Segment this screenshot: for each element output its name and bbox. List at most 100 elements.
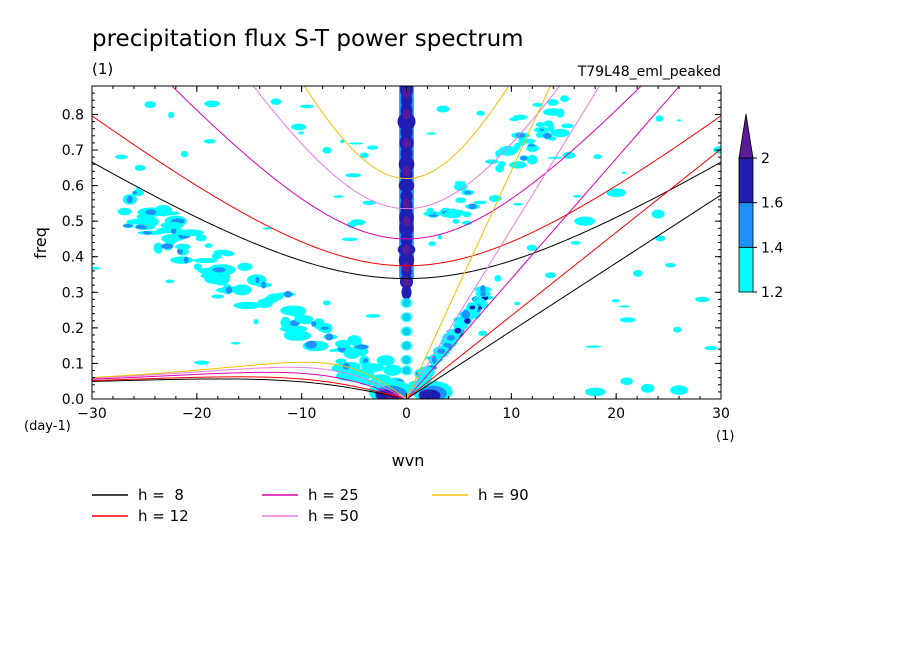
spectrum-blob (431, 355, 437, 364)
spectrum-blob (262, 227, 273, 230)
spectrum-blob (325, 333, 334, 341)
spectrum-blob (200, 273, 211, 279)
colorbar-swatch (738, 202, 754, 248)
x-tick-label: 30 (712, 406, 730, 422)
spectrum-blob (362, 200, 377, 205)
mjo-halo (400, 354, 413, 365)
x-tick-label: −20 (182, 406, 212, 422)
mjo-peak (402, 198, 411, 209)
spectrum-blob (550, 128, 570, 138)
spectrum-blob (670, 385, 688, 395)
spectrum-blob (539, 128, 545, 132)
spectrum-blob (606, 188, 627, 198)
colorbar-label: 1.2 (761, 285, 783, 301)
spectrum-blob (183, 256, 189, 264)
spectrum-blob (543, 120, 554, 127)
spectrum-blob (695, 296, 710, 303)
spectrum-blob (283, 291, 293, 298)
spectrum-blob (478, 330, 488, 336)
colorbar-label: 1.4 (761, 240, 783, 256)
spectrum-blob (512, 203, 523, 206)
x-tick-label: 20 (607, 406, 625, 422)
spectrum-blob (461, 220, 473, 225)
spectrum-blob (211, 294, 224, 299)
spectrum-blob (253, 319, 259, 325)
spectrum-blob (640, 383, 655, 393)
mjo-halo (400, 365, 413, 376)
spectrum-blob (144, 101, 156, 109)
spectrum-blob (509, 161, 527, 169)
spectrum-blob (204, 100, 220, 108)
spectrum-blob (428, 241, 436, 247)
legend-label-h90: h = 90 (478, 486, 529, 504)
spectrum-blob (526, 154, 538, 165)
mjo-halo (400, 312, 413, 323)
spectrum-blob (444, 210, 462, 219)
spectrum-blob (194, 360, 210, 365)
spectrum-blob (428, 214, 439, 217)
spectrum-blob (92, 266, 101, 270)
spectrum-blob (340, 139, 345, 144)
spectrum-blob (350, 219, 366, 226)
spectrum-blob (145, 209, 157, 216)
spectrum-blob (676, 119, 681, 122)
spectrum-blob (544, 272, 556, 279)
spectrum-blob (655, 115, 664, 122)
x-tick-label: −30 (77, 406, 107, 422)
spectrum-blob (468, 203, 477, 210)
spectrum-blob (160, 243, 174, 249)
units-right: T79L48_eml_peaked (577, 64, 721, 80)
spectrum-blob (446, 335, 456, 341)
spectrum-blob (360, 152, 369, 158)
units-left: (1) (92, 60, 113, 78)
spectrum-blob (335, 358, 347, 365)
spectrum-blob (132, 191, 138, 195)
spectrum-blob (348, 142, 363, 145)
spectrum-blob (291, 123, 307, 131)
spectrum-blob (335, 339, 351, 348)
spectrum-blob (233, 301, 262, 310)
spectrum-blob (376, 355, 395, 366)
spectrum-blob (562, 151, 576, 159)
spectrum-blob (153, 242, 163, 254)
spectrum-blob (135, 224, 148, 230)
spectrum-blob (341, 237, 358, 241)
spectrum-blob (176, 248, 183, 255)
spectrum-blob (464, 190, 472, 195)
y-tick-label: 0.7 (62, 143, 84, 159)
dispersion-rossby-h50 (92, 366, 407, 399)
spectrum-blob (264, 297, 279, 303)
spectrum-blob (426, 132, 436, 135)
mjo-peak (402, 244, 411, 255)
spectrum-blob (584, 387, 606, 397)
spectrum-blob (364, 362, 372, 366)
mjo-peak (402, 88, 411, 99)
y-tick-label: 0.4 (62, 250, 84, 266)
spectrum-blob (469, 305, 476, 310)
spectrum-blob (193, 257, 218, 264)
spectrum-blob (437, 235, 443, 240)
spectrum-blob (570, 240, 581, 245)
spectrum-blob (620, 377, 633, 385)
spectrum-blob (283, 329, 303, 341)
spectrum-blob (322, 146, 332, 154)
spectrum-blob (664, 262, 676, 268)
spectrum-blob (168, 111, 175, 119)
y-tick-label: 0.2 (62, 321, 84, 337)
spectrum-blob (560, 95, 569, 103)
spectrum-blob (195, 234, 207, 242)
spectrum-blob (532, 102, 544, 107)
dispersion-ig-h25 (171, 86, 642, 240)
spectrum-blob (212, 267, 226, 273)
spectrum-blob (455, 197, 467, 204)
mjo-core (400, 189, 413, 203)
spectrum-blob (177, 229, 204, 237)
spectrum-blob (322, 300, 331, 306)
colorbar: 1.2 1.4 1.6 2 (738, 113, 783, 301)
legend-label-h50: h = 50 (308, 507, 359, 525)
legend: h = 8 h = 12 h = 25 h = 50 h = 90 (92, 486, 529, 525)
spectrum-blob (230, 341, 241, 345)
chart-title: precipitation flux S-T power spectrum (92, 26, 524, 52)
spectrum-blob (280, 316, 291, 329)
